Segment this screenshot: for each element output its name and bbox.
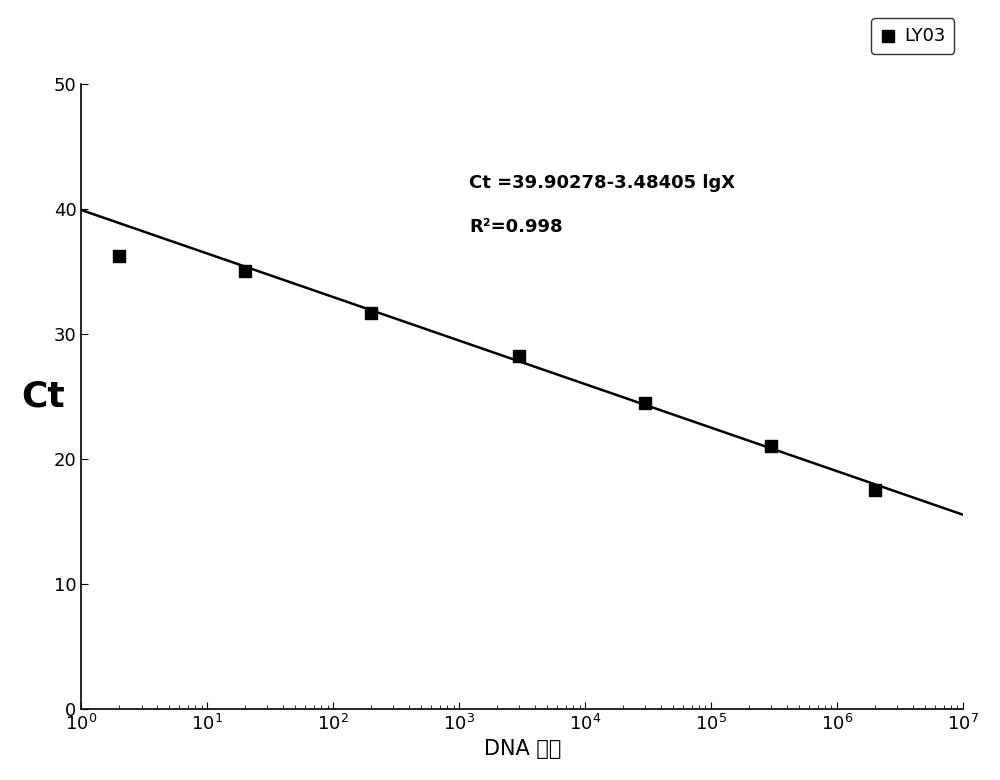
LY03 [363,307,379,319]
LY03 [763,440,779,452]
LY03 [237,265,253,278]
LY03 [637,396,653,409]
LY03 [511,350,527,363]
Text: Ct =39.90278-3.48405 lgX: Ct =39.90278-3.48405 lgX [469,175,736,193]
LY03 [867,484,883,496]
Y-axis label: Ct: Ct [21,379,65,413]
X-axis label: DNA 拷贝: DNA 拷贝 [484,739,561,759]
Legend: LY03: LY03 [871,18,954,54]
Text: R²=0.998: R²=0.998 [469,218,563,236]
LY03 [111,250,127,263]
